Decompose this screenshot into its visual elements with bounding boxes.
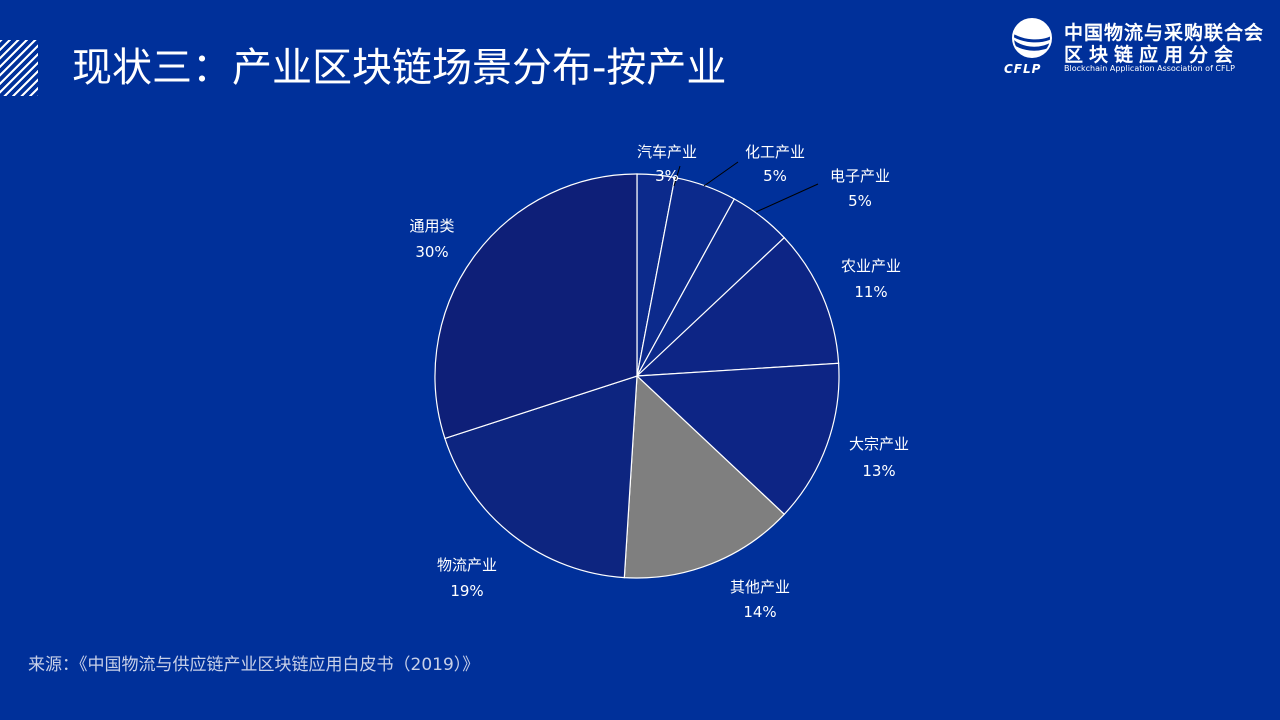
pie-labels: 汽车产业 3% 化工产业 5% 电子产业 5% 农业产业 11% 大宗产业 13% 其他产业 14% 物… [409,143,909,621]
leader-line [673,165,681,187]
slice-value-label: 5% [848,192,872,210]
slice-category-label: 电子产业 [830,167,890,185]
leader-line [755,183,819,213]
pie-slice [623,374,786,579]
cflp-logo: CFLP 中国物流与采购联合会 区块链应用分会 Blockchain Appli… [1002,14,1272,78]
slice-category-label: 大宗产业 [849,435,909,453]
slice-category-label: 通用类 [409,217,454,235]
pie-slice [444,375,638,579]
pie-slice [635,362,840,516]
logo-abbreviation: CFLP [1004,62,1042,76]
leader-line [703,161,739,187]
slice-category-label: 其他产业 [730,578,790,596]
slice-value-label: 19% [450,582,483,600]
source-note: 来源：《中国物流与供应链产业区块链应用白皮书（2019）》 [28,655,480,675]
pie-slice [434,173,638,440]
globe-logo-icon [1004,18,1061,58]
page-title: 现状三：产业区块链场景分布-按产业 [72,45,727,91]
logo-branch-name: 区块链应用分会 [1064,44,1240,66]
slice-category-label: 化工产业 [745,143,805,161]
slice-value-label: 11% [854,283,887,301]
slice-value-label: 14% [743,603,776,621]
slice-category-label: 农业产业 [841,257,901,275]
slice-category-label: 物流产业 [437,556,497,574]
pie-slices [434,173,840,579]
slice-category-label: 汽车产业 [637,143,697,161]
logo-org-name: 中国物流与采购联合会 [1064,22,1265,44]
title-stripe-decoration [0,40,38,96]
slice-value-label: 13% [862,462,895,480]
slice-value-label: 3% [655,167,679,185]
pie-slice [635,236,840,377]
slice-value-label: 30% [415,243,448,261]
logo-english-name: Blockchain Application Association of CF… [1064,64,1235,73]
slice-value-label: 5% [763,167,787,185]
